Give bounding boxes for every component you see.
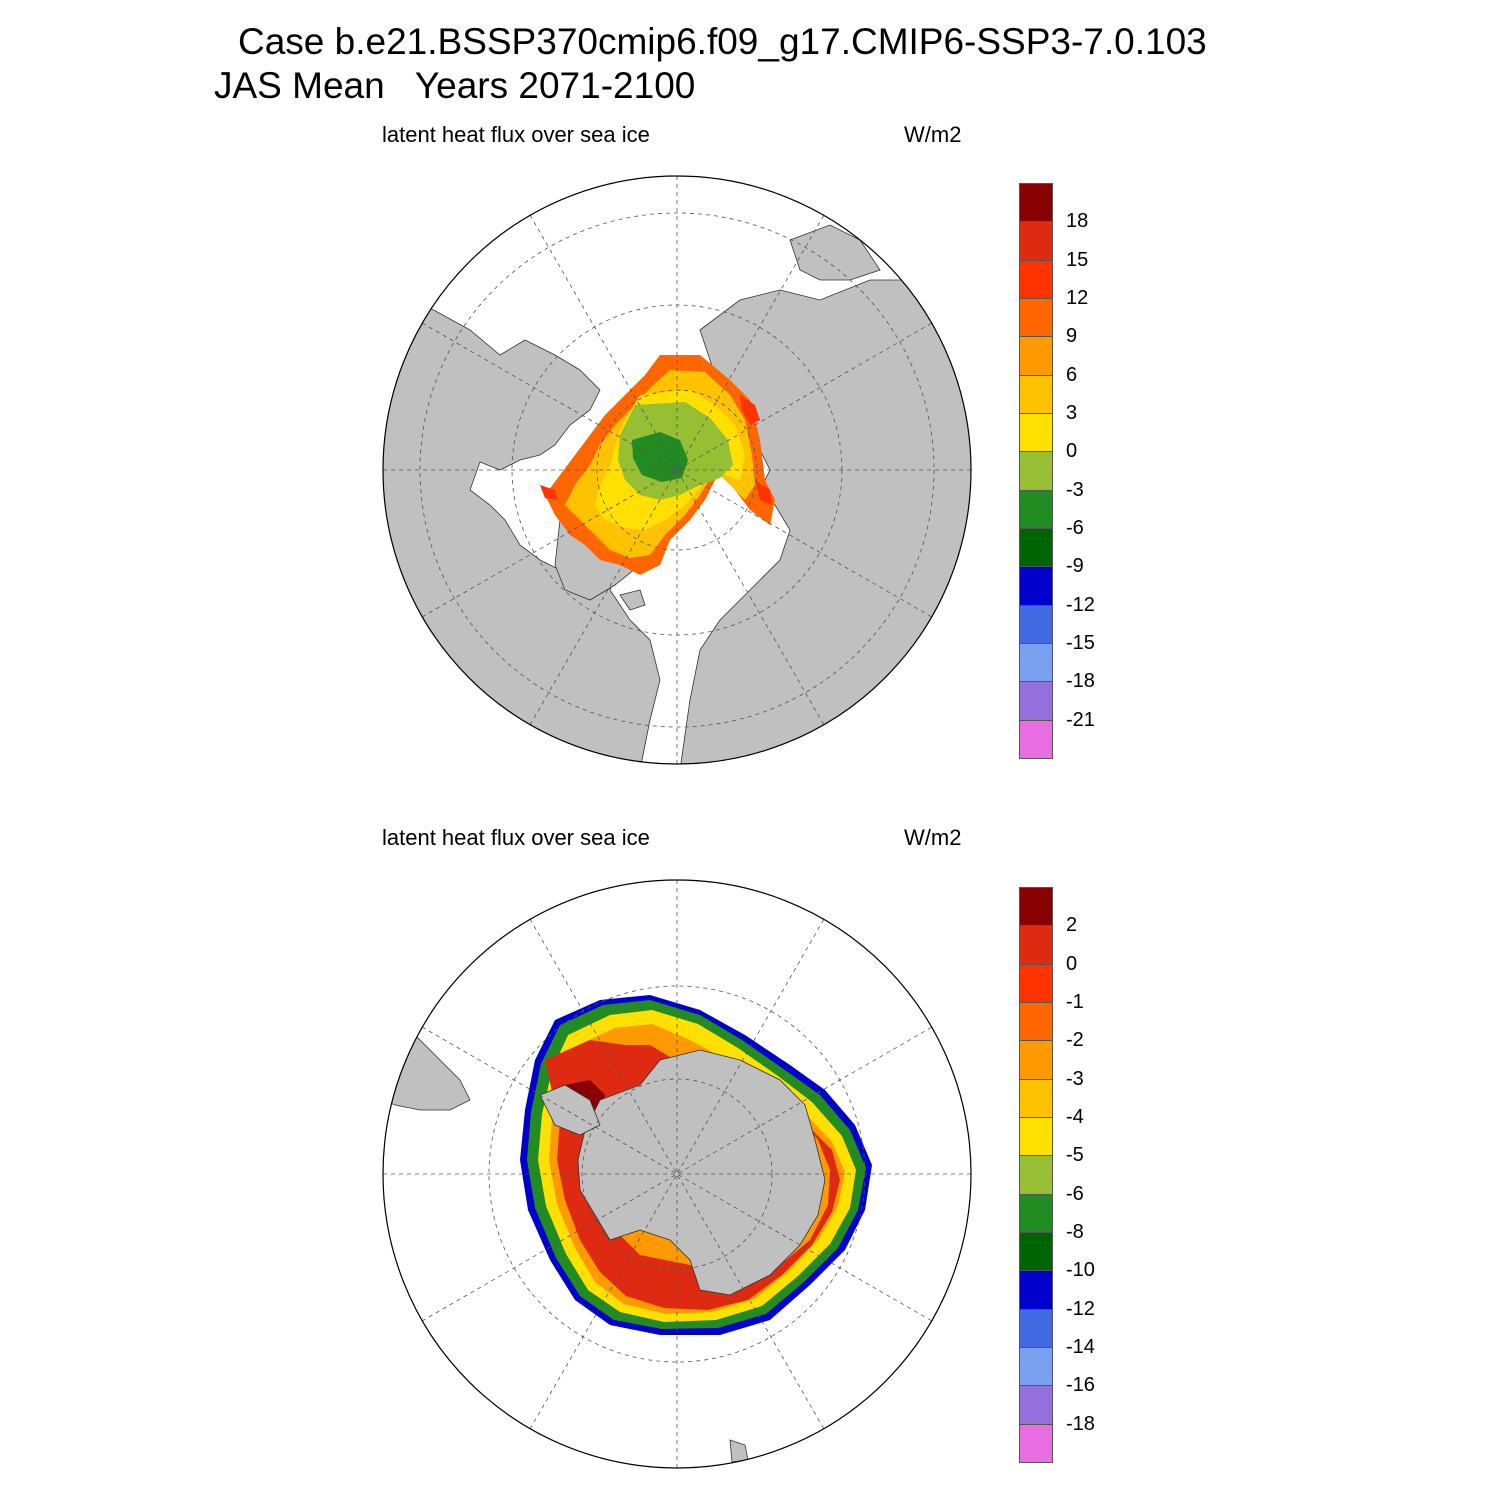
- south-colorbar-box: [1019, 963, 1053, 1003]
- south-colorbar-box: [1019, 1193, 1053, 1233]
- south-colorbar: -18 -16 -14 -12 -10 -8 -6 -5 -4 -3 -2 -1 0 2: [1019, 887, 1129, 1463]
- south-colorbar-box: [1019, 1308, 1053, 1348]
- north-colorbar-label: 12: [1066, 287, 1089, 309]
- north-colorbar-label: -21: [1066, 708, 1095, 731]
- north-colorbar-box: [1019, 298, 1053, 338]
- south-variable-label: latent heat flux over sea ice: [382, 825, 650, 850]
- north-colorbar-box: [1019, 336, 1053, 376]
- south-polar-map: [382, 879, 972, 1469]
- north-colorbar-label: -18: [1066, 670, 1095, 693]
- south-colorbar-box: [1019, 1117, 1053, 1157]
- figure-title-line2: JAS Mean Years 2071-2100: [214, 65, 696, 106]
- south-colorbar-box: [1019, 887, 1053, 927]
- north-colorbar-label: 0: [1066, 440, 1078, 463]
- south-colorbar-label: -5: [1066, 1144, 1084, 1167]
- south-map-border: [382, 879, 972, 1469]
- north-variable-label: latent heat flux over sea ice: [382, 122, 650, 147]
- south-colorbar-label: -14: [1066, 1336, 1095, 1358]
- north-colorbar-box: [1019, 413, 1053, 453]
- south-colorbar-box: [1019, 1078, 1053, 1118]
- north-colorbar-label: 9: [1066, 325, 1078, 348]
- south-colorbar-box: [1019, 1232, 1053, 1272]
- north-colorbar-label: 15: [1066, 248, 1089, 271]
- north-colorbar-label: -9: [1066, 555, 1084, 578]
- north-polar-map: [382, 175, 972, 765]
- north-colorbar-label: -15: [1066, 632, 1095, 654]
- south-colorbar-label: -16: [1066, 1374, 1095, 1397]
- south-colorbar-label: -10: [1066, 1259, 1095, 1282]
- north-units-label: W/m2: [904, 122, 962, 147]
- south-colorbar-box: [1019, 1155, 1053, 1195]
- south-colorbar-label: 2: [1066, 914, 1078, 937]
- north-map-border: [382, 175, 972, 765]
- north-colorbar-label: -12: [1066, 593, 1095, 616]
- north-colorbar: -21 -18 -15 -12 -9 -6 -3 0 3 6 9 12 15 18: [1019, 183, 1129, 759]
- south-colorbar-box: [1019, 925, 1053, 965]
- south-colorbar-label: -2: [1066, 1029, 1084, 1052]
- north-colorbar-label: -6: [1066, 517, 1084, 539]
- north-colorbar-box: [1019, 719, 1053, 759]
- south-colorbar-box: [1019, 1002, 1053, 1042]
- south-colorbar-label: -6: [1066, 1182, 1084, 1205]
- south-colorbar-label: -4: [1066, 1106, 1084, 1128]
- south-graticule: [383, 880, 971, 1468]
- north-colorbar-box: [1019, 604, 1053, 644]
- south-colorbar-box: [1019, 1040, 1053, 1080]
- north-colorbar-label: 6: [1066, 363, 1078, 386]
- north-colorbar-box: [1019, 566, 1053, 606]
- south-colorbar-label: 0: [1066, 952, 1078, 975]
- north-colorbar-box: [1019, 489, 1053, 529]
- south-colorbar-label: -3: [1066, 1067, 1084, 1090]
- south-colorbar-label: -8: [1066, 1221, 1084, 1243]
- north-colorbar-box: [1019, 528, 1053, 568]
- south-colorbar-label: -18: [1066, 1412, 1095, 1435]
- south-colorbar-box: [1019, 1347, 1053, 1387]
- figure-title-line1: Case b.e21.BSSP370cmip6.f09_g17.CMIP6-SS…: [238, 21, 1207, 62]
- north-colorbar-label: 18: [1066, 210, 1089, 233]
- north-colorbar-box: [1019, 451, 1053, 491]
- north-colorbar-box: [1019, 259, 1053, 299]
- south-colorbar-label: -1: [1066, 991, 1084, 1013]
- north-colorbar-box: [1019, 183, 1053, 223]
- north-colorbar-box: [1019, 681, 1053, 721]
- north-graticule: [383, 176, 971, 764]
- south-colorbar-label: -12: [1066, 1297, 1095, 1320]
- north-colorbar-box: [1019, 374, 1053, 414]
- south-colorbar-box: [1019, 1270, 1053, 1310]
- south-colorbar-box: [1019, 1423, 1053, 1463]
- south-colorbar-box: [1019, 1385, 1053, 1425]
- south-units-label: W/m2: [904, 825, 962, 850]
- north-colorbar-box: [1019, 643, 1053, 683]
- north-colorbar-label: 3: [1066, 402, 1078, 424]
- south-land: [383, 1029, 826, 1463]
- north-colorbar-box: [1019, 221, 1053, 261]
- north-colorbar-label: -3: [1066, 478, 1084, 501]
